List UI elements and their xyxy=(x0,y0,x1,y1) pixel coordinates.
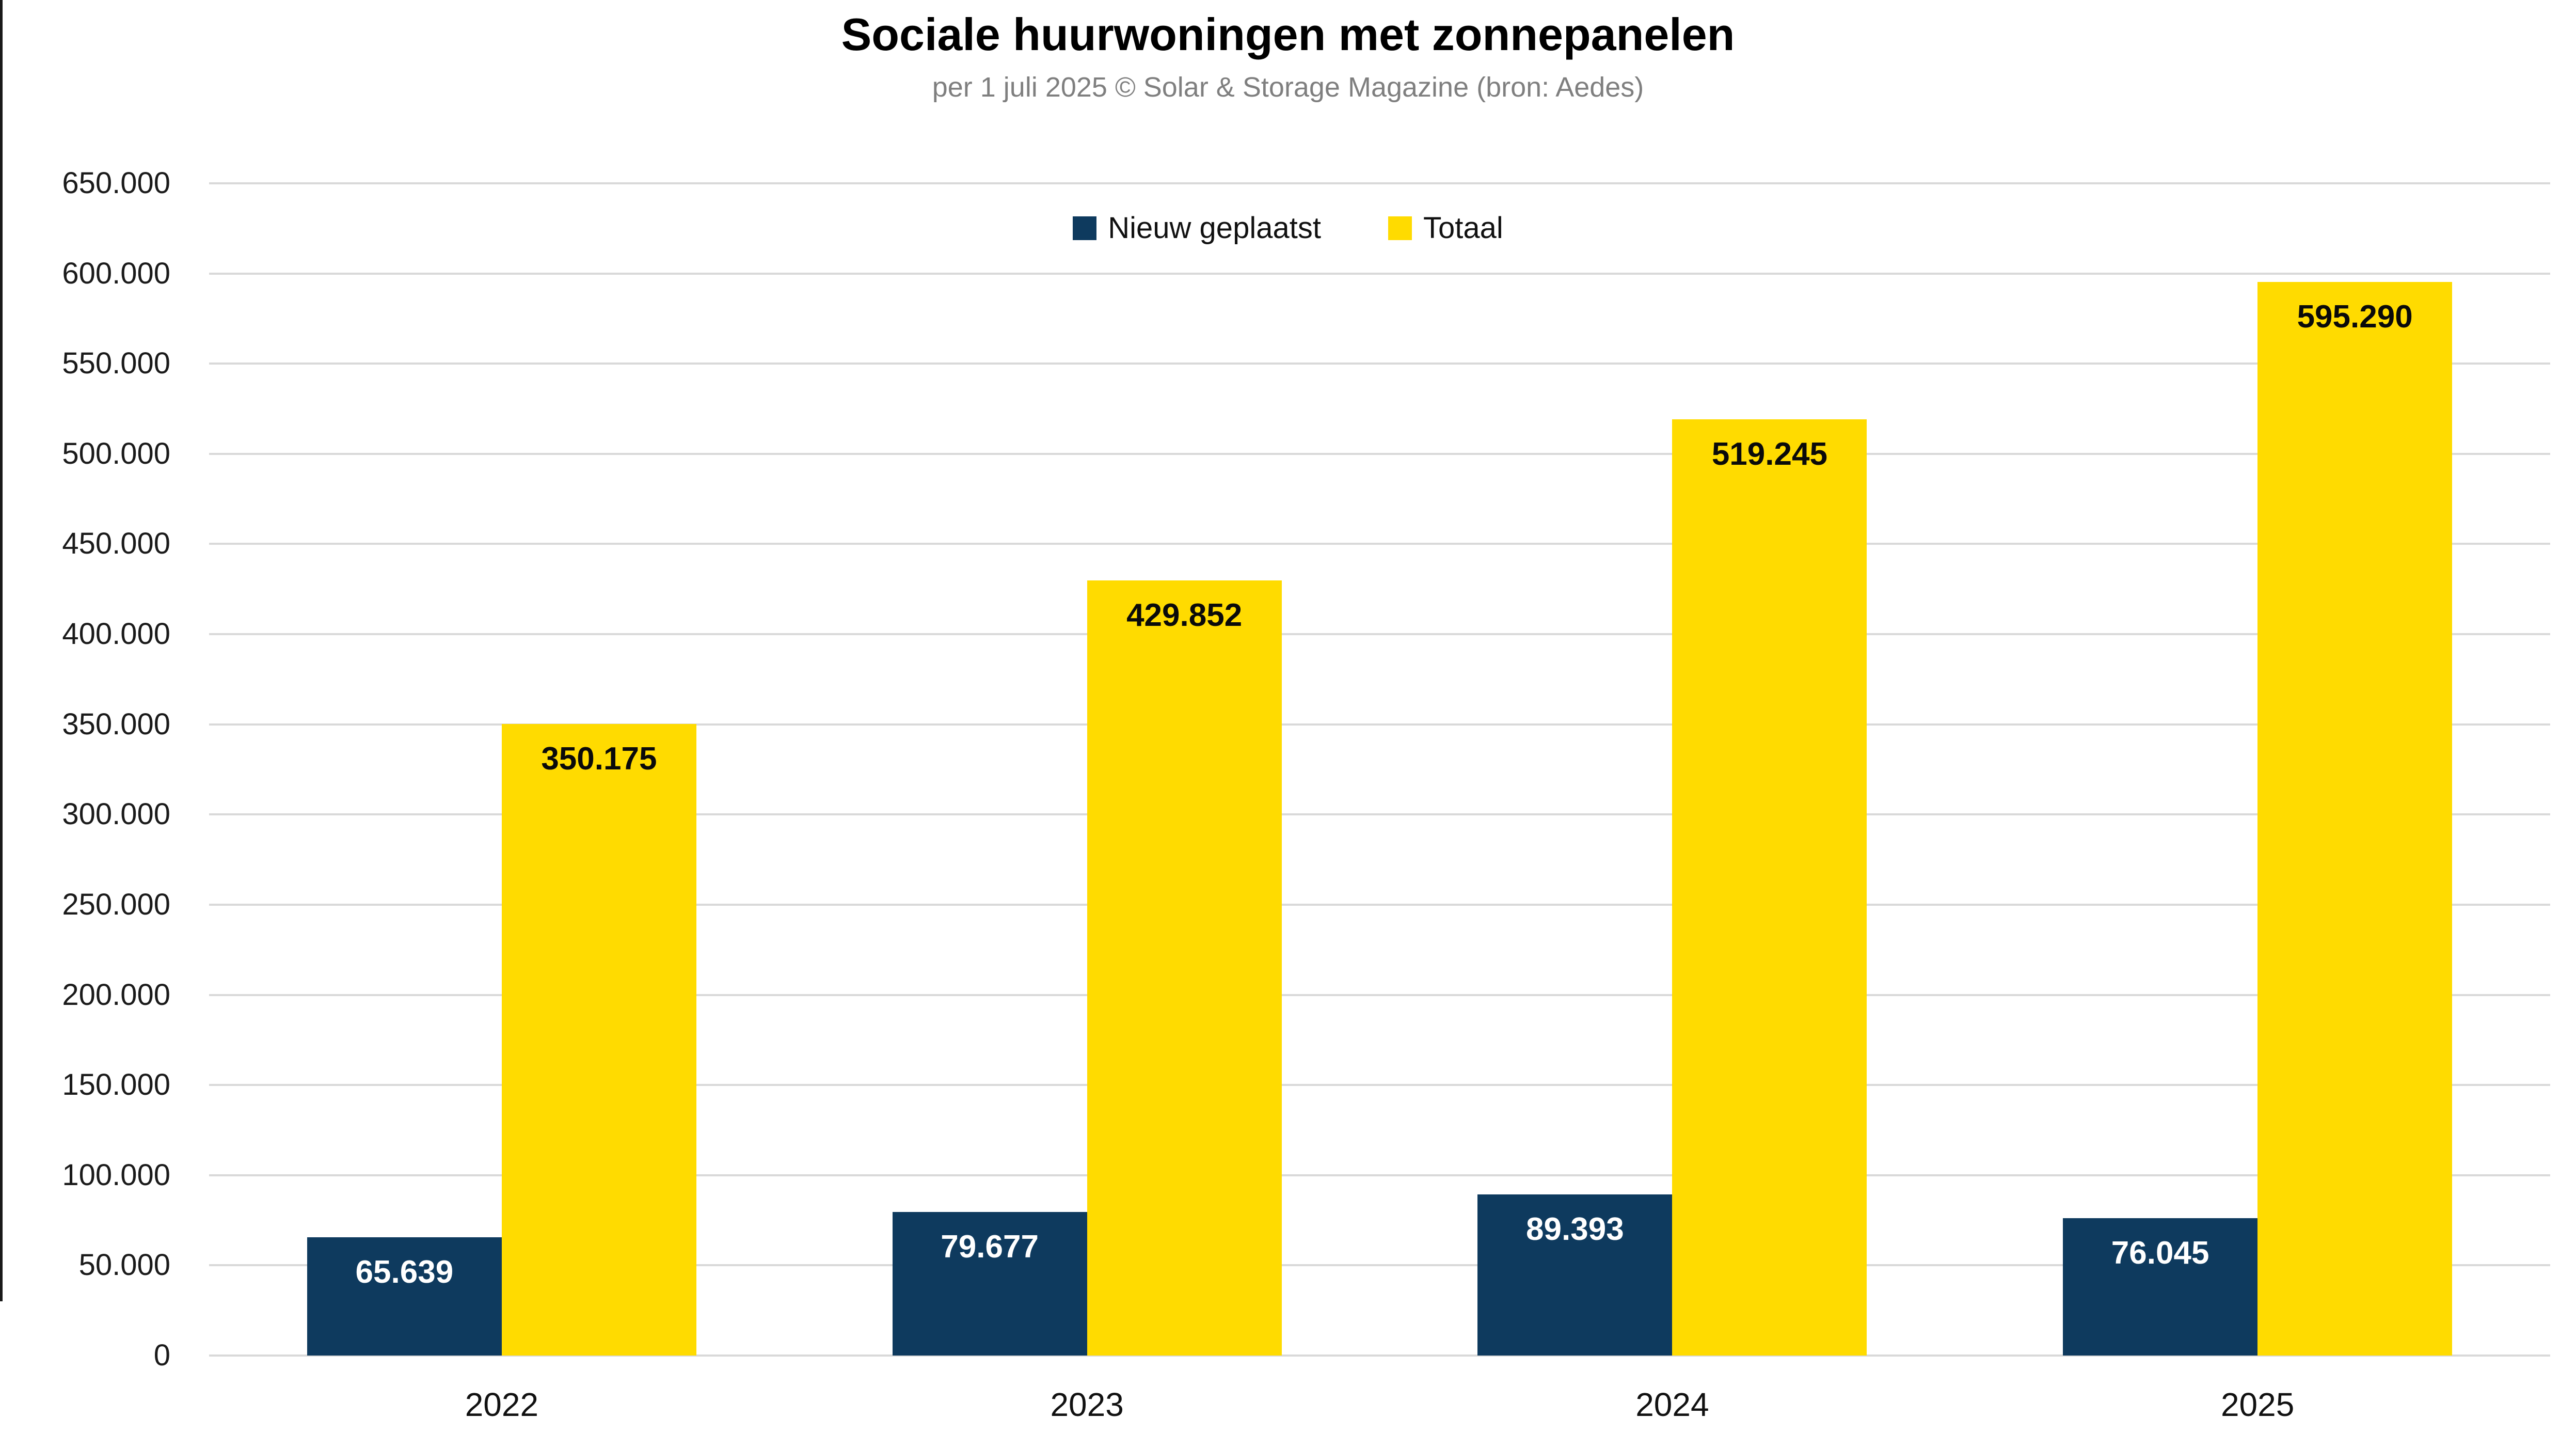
bar-nieuw-geplaatst-2022: 65.639 xyxy=(307,1237,502,1356)
bar-value-label: 595.290 xyxy=(2297,299,2413,335)
bar-totaal-2024: 519.245 xyxy=(1672,419,1867,1356)
y-axis-tick-label: 100.000 xyxy=(62,1158,170,1192)
x-axis-category-label: 2025 xyxy=(2220,1386,2295,1423)
gridline xyxy=(209,452,2550,455)
gridline xyxy=(209,1264,2550,1267)
y-axis-tick-label: 550.000 xyxy=(62,346,170,381)
legend-swatch-totaal-icon xyxy=(1388,216,1412,240)
gridline xyxy=(209,1354,2550,1357)
legend-item-nieuw-geplaatst: Nieuw geplaatst xyxy=(1073,211,1321,245)
legend-label-totaal: Totaal xyxy=(1423,211,1503,245)
x-axis-category-label: 2024 xyxy=(1635,1386,1709,1423)
x-axis-category-label: 2023 xyxy=(1050,1386,1124,1423)
bar-value-label: 65.639 xyxy=(355,1254,454,1290)
bar-value-label: 519.245 xyxy=(1711,436,1827,472)
y-axis-tick-label: 150.000 xyxy=(62,1068,170,1102)
gridline xyxy=(209,633,2550,636)
bar-totaal-2022: 350.175 xyxy=(501,724,696,1356)
y-axis-tick-label: 400.000 xyxy=(62,617,170,651)
gridline xyxy=(209,903,2550,906)
legend: Nieuw geplaatst Totaal xyxy=(0,211,2576,245)
legend-swatch-nieuw-geplaatst-icon xyxy=(1073,216,1097,240)
bar-value-label: 89.393 xyxy=(1526,1211,1624,1247)
y-axis-tick-label: 350.000 xyxy=(62,707,170,741)
bar-nieuw-geplaatst-2024: 89.393 xyxy=(1477,1194,1673,1356)
y-axis-tick-label: 50.000 xyxy=(78,1248,170,1282)
gridline xyxy=(209,994,2550,996)
x-axis-category-label: 2022 xyxy=(465,1386,539,1423)
gridline xyxy=(209,723,2550,726)
gridline xyxy=(209,1084,2550,1086)
bar-totaal-2023: 429.852 xyxy=(1087,580,1282,1356)
bar-value-label: 350.175 xyxy=(541,741,657,777)
bar-value-label: 429.852 xyxy=(1126,597,1243,633)
gridline xyxy=(209,543,2550,545)
y-axis-tick-label: 300.000 xyxy=(62,797,170,831)
y-axis-tick-label: 500.000 xyxy=(62,436,170,470)
bar-nieuw-geplaatst-2023: 79.677 xyxy=(892,1212,1087,1356)
y-axis-tick-label: 250.000 xyxy=(62,887,170,921)
y-axis-tick-label: 650.000 xyxy=(62,166,170,200)
y-axis-tick-label: 200.000 xyxy=(62,978,170,1012)
legend-label-nieuw-geplaatst: Nieuw geplaatst xyxy=(1108,211,1321,245)
gridline xyxy=(209,182,2550,184)
bar-totaal-2025: 595.290 xyxy=(2257,282,2453,1356)
gridline xyxy=(209,813,2550,816)
bar-value-label: 76.045 xyxy=(2111,1235,2209,1271)
y-axis-tick-label: 0 xyxy=(153,1338,170,1372)
gridline xyxy=(209,363,2550,365)
gridline xyxy=(209,272,2550,275)
y-axis-tick-label: 600.000 xyxy=(62,256,170,290)
chart-subtitle: per 1 juli 2025 © Solar & Storage Magazi… xyxy=(932,72,1644,103)
bar-value-label: 79.677 xyxy=(941,1229,1039,1265)
bar-nieuw-geplaatst-2025: 76.045 xyxy=(2063,1218,2258,1356)
left-border-line xyxy=(0,0,3,1301)
gridline xyxy=(209,1174,2550,1176)
y-axis-tick-label: 450.000 xyxy=(62,527,170,561)
legend-item-totaal: Totaal xyxy=(1388,211,1503,245)
chart-title: Sociale huurwoningen met zonnepanelen xyxy=(841,9,1735,60)
